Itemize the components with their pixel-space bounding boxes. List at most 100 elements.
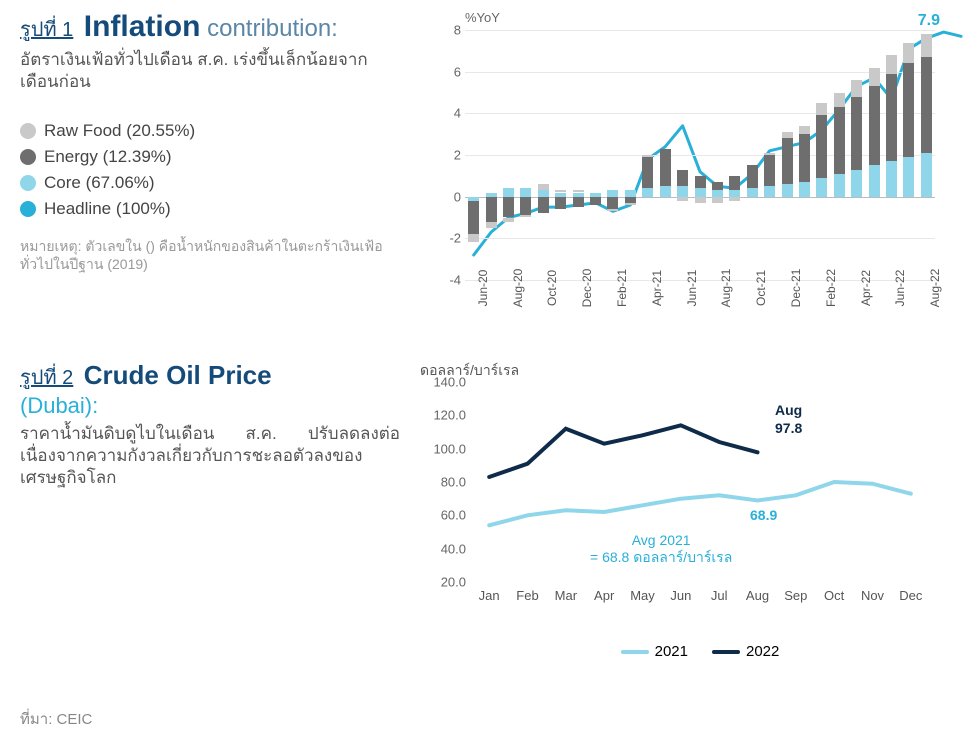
chart1-bar-seg	[886, 161, 897, 196]
chart2-ytick: 120.0	[428, 408, 466, 423]
chart1-ytick: 4	[437, 106, 461, 121]
chart1-bar-seg	[607, 197, 618, 210]
figure-1-legend: Raw Food (20.55%)Energy (12.39%)Core (67…	[20, 121, 400, 219]
chart1-bar-seg	[625, 203, 636, 205]
legend-item: Headline (100%)	[20, 199, 400, 219]
chart1-bar-seg	[869, 86, 880, 165]
chart2-xtick: Nov	[861, 588, 884, 603]
chart1-bar-seg	[538, 197, 549, 214]
chart1-bar-seg	[538, 184, 549, 190]
chart2-xtick: Feb	[516, 588, 538, 603]
chart2-ytick: 40.0	[428, 541, 466, 556]
chart1-ytick: 0	[437, 189, 461, 204]
chart1-callout: 7.9	[918, 12, 940, 30]
legend-label: Energy (12.39%)	[44, 147, 172, 167]
chart2-avg-annot: Avg 2021= 68.8 ดอลลาร์/บาร์เรล	[590, 532, 732, 566]
legend-item: Raw Food (20.55%)	[20, 121, 400, 141]
chart1-bar-seg	[886, 74, 897, 162]
chart1-ytick: -4	[437, 273, 461, 288]
chart1-bar-seg	[642, 155, 653, 157]
legend-item: Energy (12.39%)	[20, 147, 400, 167]
chart1-bar-seg	[869, 68, 880, 87]
chart1-bar-seg	[695, 197, 706, 203]
chart1-bar-seg	[869, 165, 880, 196]
chart1-bar-seg	[799, 134, 810, 182]
chart1-bar-seg	[729, 176, 740, 191]
chart1-bar-seg	[642, 188, 653, 196]
chart1-bar-seg	[782, 184, 793, 197]
chart2-xtick: May	[630, 588, 655, 603]
chart1-bar-seg	[573, 197, 584, 207]
chart1-bar-seg	[886, 55, 897, 74]
chart2-ytick: 20.0	[428, 575, 466, 590]
chart1-xtick: Feb-22	[824, 269, 838, 307]
chart1-bar-seg	[816, 178, 827, 197]
chart1-xtick: Jun-21	[685, 270, 699, 307]
chart2-xtick: Apr	[594, 588, 614, 603]
chart1-bar-seg	[834, 174, 845, 197]
chart1-bar-seg	[520, 215, 531, 217]
chart1-bar-seg	[799, 182, 810, 197]
figure-1-subtitle: อัตราเงินเฟ้อทั่วไปเดือน ส.ค. เร่งขึ้นเล…	[20, 49, 400, 93]
legend-2022: 2022	[712, 643, 779, 660]
chart1-xtick: Aug-21	[719, 269, 733, 308]
chart1-xtick: Jun-22	[893, 270, 907, 307]
chart1-bar-seg	[903, 43, 914, 64]
chart1-bar-seg	[851, 80, 862, 97]
figure-2-text: รูปที่ 2 Crude Oil Price (Dubai): ราคาน้…	[20, 360, 420, 660]
source-text: ที่มา: CEIC	[20, 707, 92, 731]
chart1-bar-seg	[851, 170, 862, 197]
chart2-2021-val: 68.9	[750, 507, 777, 524]
chart1-bar-seg	[747, 165, 758, 188]
chart2-xtick: Mar	[555, 588, 577, 603]
chart1-bar-seg	[503, 197, 514, 218]
chart1-bar-seg	[782, 138, 793, 184]
figure-2: รูปที่ 2 Crude Oil Price (Dubai): ราคาน้…	[20, 360, 944, 660]
chart1-bar-seg	[677, 186, 688, 196]
chart2-ytick: 100.0	[428, 441, 466, 456]
chart1-plot-area: -4-202468Jun-20Aug-20Oct-20Dec-20Feb-21A…	[465, 30, 935, 280]
legend-2022-label: 2022	[746, 643, 779, 660]
chart1-xtick: Dec-20	[580, 269, 594, 308]
chart1-ylabel: %YoY	[465, 10, 500, 25]
legend-label: Headline (100%)	[44, 199, 171, 219]
chart1-bar-seg	[695, 176, 706, 189]
figure-1-suffix: contribution:	[200, 15, 337, 42]
chart1-bar-seg	[607, 209, 618, 211]
chart1-bar-seg	[677, 197, 688, 201]
chart1-bar-seg	[486, 197, 497, 222]
chart1-xtick: Oct-21	[754, 270, 768, 306]
figure-2-chart: ดอลลาร์/บาร์เรล Avg 2021= 68.8 ดอลลาร์/บ…	[420, 360, 944, 660]
chart1-bar-seg	[503, 218, 514, 222]
chart1-bar-seg	[503, 188, 514, 196]
chart1-xtick: Apr-22	[859, 270, 873, 306]
chart1-bar-seg	[834, 107, 845, 174]
chart1-bar-seg	[903, 157, 914, 197]
chart2-aug-label: Aug	[775, 402, 802, 419]
chart1-bar-seg	[573, 190, 584, 192]
chart1-xtick: Dec-21	[789, 269, 803, 308]
legend-swatch	[20, 175, 36, 191]
chart1-bar-seg	[555, 190, 566, 192]
chart1-bar-seg	[921, 57, 932, 153]
chart1-xtick: Feb-21	[615, 269, 629, 307]
chart2-xtick: Jan	[479, 588, 500, 603]
chart1-bar-seg	[660, 186, 671, 196]
chart2-ytick: 80.0	[428, 475, 466, 490]
legend-2021-label: 2021	[655, 643, 688, 660]
chart1-ytick: -2	[437, 231, 461, 246]
chart1-bar-seg	[921, 153, 932, 197]
chart1-bar-seg	[677, 170, 688, 187]
chart2-2022-val: 97.8	[775, 420, 802, 437]
chart1-xtick: Aug-20	[511, 269, 525, 308]
chart1-bar-seg	[747, 188, 758, 196]
chart1-bar-seg	[468, 234, 479, 242]
chart1-bar-seg	[903, 63, 914, 157]
chart1-bar-seg	[764, 155, 775, 186]
figure-2-subtitle: ราคาน้ำมันดิบดูไบในเดือน ส.ค. ปรับลดลงต่…	[20, 423, 400, 489]
chart1-ytick: 8	[437, 23, 461, 38]
chart1-bar-seg	[764, 153, 775, 155]
figure-1-chart: %YoY -4-202468Jun-20Aug-20Oct-20Dec-20Fe…	[420, 10, 944, 340]
legend-2021: 2021	[621, 643, 688, 660]
chart1-bar-seg	[660, 149, 671, 187]
